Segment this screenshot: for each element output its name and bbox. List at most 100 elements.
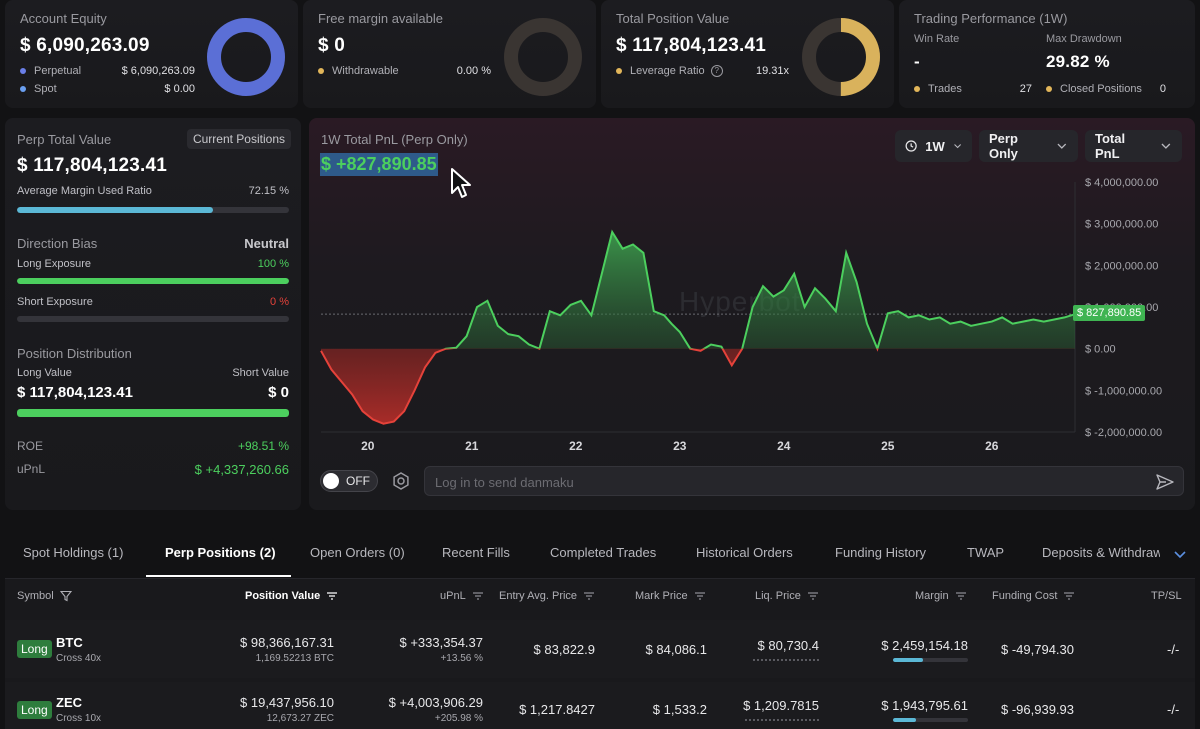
- total-position-card: Total Position Value $ 117,804,123.41 Le…: [601, 0, 894, 108]
- table-row[interactable]: [5, 620, 1195, 678]
- sort-icon: [584, 592, 595, 600]
- sort-icon: [327, 592, 338, 600]
- leverage-label: Leverage Ratio: [630, 65, 705, 77]
- scope-select[interactable]: Perp Only: [979, 130, 1078, 162]
- closed-positions-label: Closed Positions: [1060, 83, 1142, 95]
- header-margin-label: Margin: [915, 590, 949, 602]
- x-tick-label: 21: [465, 439, 479, 453]
- account-equity-card: Account Equity $ 6,090,263.09 Perpetual …: [5, 0, 298, 108]
- long-exposure-bar-fill: [17, 278, 289, 284]
- header-entry-price-label: Entry Avg. Price: [499, 590, 578, 602]
- closed-positions-value: 0: [1159, 83, 1166, 95]
- upnl-label: uPnL: [17, 462, 46, 476]
- position-size: 12,673.27 ZEC: [266, 713, 334, 724]
- header-position-value[interactable]: Position Value: [245, 590, 338, 602]
- header-upnl[interactable]: uPnL: [440, 590, 484, 602]
- help-icon[interactable]: ?: [710, 65, 723, 78]
- short-value-label: Short Value: [232, 367, 289, 379]
- account-equity-value: $ 6,090,263.09: [20, 35, 150, 56]
- pnl-line-negative: [320, 348, 879, 425]
- tab-spot-holdings[interactable]: Spot Holdings (1): [23, 545, 124, 560]
- tab-deposits-withdraw[interactable]: Deposits & Withdraw: [1042, 545, 1160, 560]
- header-mark-price-label: Mark Price: [635, 590, 688, 602]
- symbol[interactable]: BTC: [56, 635, 83, 650]
- chevron-down-icon: [1161, 143, 1171, 149]
- clock-icon: [905, 140, 917, 152]
- closed-positions-row: Closed Positions 0: [1046, 83, 1166, 95]
- free-margin-title: Free margin available: [318, 11, 444, 26]
- send-icon[interactable]: [1155, 473, 1175, 491]
- scope-select-label: Perp Only: [989, 131, 1018, 161]
- free-margin-card: Free margin available $ 0 Withdrawable 0…: [303, 0, 596, 108]
- settings-icon[interactable]: [391, 471, 411, 491]
- header-tpsl: TP/SL: [1151, 590, 1182, 602]
- header-symbol[interactable]: Symbol: [17, 590, 72, 602]
- pnl-chart[interactable]: $ 4,000,000.00 $ 3,000,000.00 $ 2,000,000.…: [309, 118, 1195, 463]
- header-entry-price[interactable]: Entry Avg. Price: [499, 590, 595, 602]
- period-select[interactable]: 1W: [895, 130, 972, 162]
- active-tab-indicator: [146, 575, 291, 577]
- trading-performance-card: Trading Performance (1W) Win Rate - Max …: [899, 0, 1195, 108]
- trading-performance-title: Trading Performance (1W): [914, 11, 1068, 26]
- current-value-tag: $ 827,890.85: [1073, 305, 1146, 322]
- mark-price: $ 84,086.1: [645, 642, 707, 657]
- max-drawdown-value: 29.82 %: [1046, 52, 1110, 71]
- equity-donut: [207, 18, 285, 96]
- avg-margin-bar-fill: [17, 207, 214, 213]
- tpsl[interactable]: -/-: [1167, 642, 1180, 657]
- liq-price-underline: [745, 719, 819, 721]
- header-mark-price[interactable]: Mark Price: [635, 590, 706, 602]
- pnl-line-positive: [443, 229, 1076, 349]
- margin: $ 1,943,795.61: [881, 698, 968, 713]
- mark-price: $ 1,533.2: [652, 702, 707, 717]
- header-position-value-label: Position Value: [245, 590, 321, 602]
- period-select-label: 1W: [925, 138, 945, 154]
- trades-value: 27: [1019, 83, 1032, 95]
- perpetual-dot-icon: [20, 68, 26, 75]
- table-row[interactable]: [5, 682, 1195, 729]
- spot-row: Spot $ 0.00: [20, 83, 195, 95]
- tab-twap[interactable]: TWAP: [967, 545, 1005, 560]
- tab-open-orders[interactable]: Open Orders (0): [310, 545, 405, 560]
- header-funding-cost[interactable]: Funding Cost: [992, 590, 1075, 602]
- closed-positions-dot-icon: [1046, 86, 1052, 93]
- current-positions-button[interactable]: Current Positions: [186, 129, 291, 149]
- tpsl[interactable]: -/-: [1167, 702, 1180, 717]
- margin-bar: [893, 658, 968, 662]
- free-margin-value: $ 0: [318, 35, 346, 56]
- metric-select[interactable]: Total PnL: [1085, 130, 1182, 162]
- x-tick-label: 20: [361, 439, 375, 453]
- tabs-expand-chevron-icon[interactable]: [1172, 546, 1188, 562]
- side-badge: Long: [17, 640, 52, 658]
- total-position-title: Total Position Value: [616, 11, 730, 26]
- perp-total-title: Perp Total Value: [17, 132, 112, 147]
- header-liq-price[interactable]: Liq. Price: [755, 590, 819, 602]
- filter-icon[interactable]: [59, 590, 72, 602]
- danmaku-input[interactable]: Log in to send danmaku: [424, 466, 1184, 496]
- y-tick-label: $ -2,000,000.00: [1085, 427, 1162, 439]
- entry-price: $ 1,217.8427: [519, 702, 595, 717]
- funding-cost: $ -49,794.30: [1001, 642, 1075, 657]
- symbol[interactable]: ZEC: [56, 695, 82, 710]
- danmaku-toggle[interactable]: OFF: [320, 470, 378, 492]
- short-exposure-label: Short Exposure: [17, 296, 93, 308]
- upnl: $ +4,003,906.29: [388, 695, 483, 710]
- y-tick-label: $ -1,000,000.00: [1085, 385, 1162, 397]
- tab-completed-trades[interactable]: Completed Trades: [550, 545, 657, 560]
- sort-icon: [1064, 592, 1075, 600]
- tab-funding-history[interactable]: Funding History: [835, 545, 927, 560]
- margin: $ 2,459,154.18: [881, 638, 968, 653]
- avg-margin-value: 72.15 %: [248, 185, 289, 197]
- withdrawable-value: 0.00 %: [456, 65, 491, 77]
- tab-perp-positions[interactable]: Perp Positions (2): [165, 545, 276, 560]
- long-exposure-bar: [17, 278, 289, 284]
- tab-recent-fills[interactable]: Recent Fills: [442, 545, 510, 560]
- header-tpsl-label: TP/SL: [1151, 590, 1182, 602]
- withdrawable-dot-icon: [318, 68, 324, 75]
- header-funding-cost-label: Funding Cost: [992, 590, 1058, 602]
- direction-bias-label: Direction Bias: [17, 236, 98, 251]
- header-margin[interactable]: Margin: [915, 590, 967, 602]
- tab-historical-orders[interactable]: Historical Orders: [696, 545, 793, 560]
- margin-bar-fill: [893, 658, 923, 662]
- position-value: $ 19,437,956.10: [240, 695, 334, 710]
